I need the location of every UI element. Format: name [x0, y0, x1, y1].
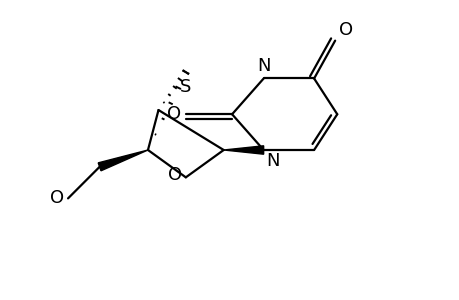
Text: N: N [256, 57, 270, 75]
Polygon shape [98, 150, 148, 171]
Text: O: O [50, 189, 64, 207]
Polygon shape [223, 146, 263, 154]
Text: O: O [339, 20, 353, 38]
Text: S: S [180, 79, 191, 97]
Text: N: N [265, 152, 279, 170]
Text: O: O [167, 166, 181, 184]
Text: O: O [166, 105, 180, 123]
